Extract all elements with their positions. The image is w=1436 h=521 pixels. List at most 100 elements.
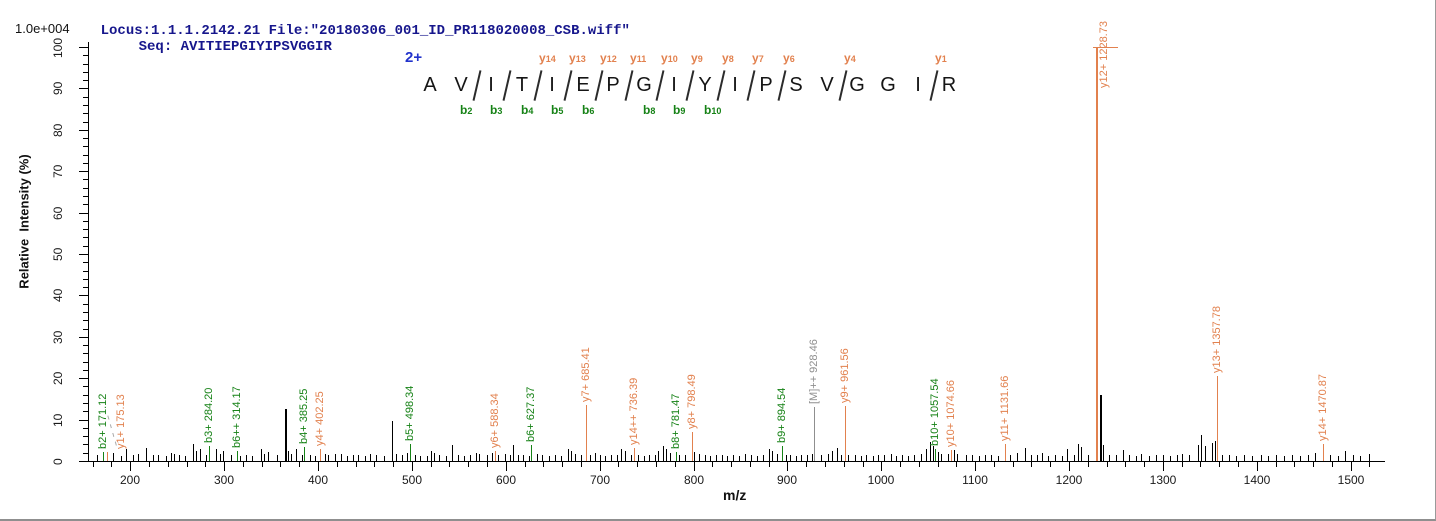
noise-peak	[452, 445, 453, 461]
noise-peak	[1198, 445, 1199, 461]
noise-peak	[365, 456, 366, 461]
x-minor-tick	[374, 462, 375, 467]
fragment-peak	[1096, 47, 1098, 461]
noise-peak	[220, 454, 221, 461]
noise-peak	[376, 455, 377, 461]
x-tick-label: 400	[307, 473, 329, 487]
x-major-tick	[224, 462, 225, 471]
noise-peak	[1353, 455, 1354, 461]
noise-peak	[763, 455, 764, 461]
noise-peak	[1212, 443, 1213, 461]
noise-peak	[325, 454, 326, 461]
x-minor-tick	[1200, 462, 1201, 467]
y-minor-tick	[83, 312, 88, 313]
noise-peak	[1338, 456, 1339, 461]
noise-peak	[252, 456, 253, 461]
noise-peak	[933, 446, 934, 461]
noise-peak	[549, 456, 550, 461]
noise-peak	[663, 446, 664, 461]
x-major-tick	[694, 462, 695, 471]
y-ion-label: y1	[935, 51, 947, 65]
y-minor-tick	[83, 411, 88, 412]
sequence-header-text: Seq: AVITIEPGIYIPSVGGIR	[138, 39, 332, 55]
fragment-peak	[107, 452, 108, 461]
peak-label: b9+ 894.54	[776, 387, 788, 443]
noise-peak	[200, 449, 201, 461]
x-minor-tick	[1294, 462, 1295, 467]
y-ion-label: y6	[783, 51, 795, 65]
fragment-peak	[237, 451, 238, 461]
noise-peak	[1163, 455, 1164, 461]
noise-peak	[812, 454, 813, 461]
noise-peak	[821, 455, 822, 461]
noise-peak	[370, 454, 371, 461]
fragment-peak	[320, 449, 321, 461]
x-tick-label: 1000	[867, 473, 895, 487]
locus-file-text: Locus:1.1.1.2142.21 File:"20180306_001_I…	[100, 23, 630, 39]
b-ion-label: b2	[460, 103, 473, 117]
peak-label: b2+ 171.12	[97, 393, 109, 449]
x-minor-tick	[205, 462, 206, 467]
noise-peak	[328, 455, 329, 461]
noise-peak	[1055, 455, 1056, 461]
residue-letter: P	[759, 74, 773, 96]
noise-peak	[1037, 455, 1038, 461]
x-minor-tick	[299, 462, 300, 467]
noise-peak	[121, 456, 122, 461]
noise-peak	[1292, 455, 1293, 461]
residue-letter: I	[488, 74, 494, 96]
x-minor-tick	[149, 462, 150, 467]
noise-peak	[458, 455, 459, 461]
noise-peak	[415, 455, 416, 461]
noise-peak	[590, 455, 591, 461]
y-ion-label: y7	[752, 51, 764, 65]
noise-peak	[991, 455, 992, 461]
x-major-tick	[1257, 462, 1258, 471]
residue-letter: I	[671, 74, 677, 96]
x-minor-tick	[337, 462, 338, 467]
noise-peak	[126, 449, 127, 461]
header-line: Locus:1.1.1.2142.21 File:"20180306_001_I…	[67, 7, 630, 71]
y-major-tick	[79, 295, 88, 296]
x-minor-tick	[1276, 462, 1277, 467]
peak-label: y10+ 1074.66	[945, 380, 957, 447]
noise-peak	[926, 449, 927, 461]
x-tick-label: 1300	[1149, 473, 1177, 487]
noise-peak	[1123, 450, 1124, 461]
noise-peak	[716, 455, 717, 461]
noise-peak	[1369, 454, 1370, 461]
y-minor-tick	[83, 113, 88, 114]
noise-peak	[891, 454, 892, 461]
noise-peak	[1156, 455, 1157, 461]
x-major-tick	[506, 462, 507, 471]
noise-peak	[866, 455, 867, 461]
noise-peak	[277, 455, 278, 461]
noise-peak	[396, 454, 397, 461]
noise-peak	[772, 451, 773, 461]
noise-peak	[439, 455, 440, 461]
noise-peak	[873, 456, 874, 461]
noise-peak	[1201, 435, 1202, 461]
x-minor-tick	[468, 462, 469, 467]
x-minor-tick	[393, 462, 394, 467]
residue-letter: V	[454, 74, 468, 96]
noise-peak	[710, 456, 711, 461]
y-tick-label: 90	[51, 81, 65, 95]
noise-peak	[518, 455, 519, 461]
noise-peak	[353, 455, 354, 461]
fragment-peak	[814, 407, 815, 461]
x-minor-tick	[1107, 462, 1108, 467]
noise-peak	[1081, 447, 1082, 461]
intensity-scale-note: 1.0e+004	[15, 21, 70, 36]
noise-peak	[392, 421, 393, 461]
noise-peak	[1010, 455, 1011, 461]
y-minor-tick	[83, 138, 88, 139]
x-minor-tick	[449, 462, 450, 467]
x-minor-tick	[637, 462, 638, 467]
x-minor-tick	[956, 462, 957, 467]
x-minor-tick	[487, 462, 488, 467]
x-major-tick	[975, 462, 976, 471]
noise-peak	[171, 453, 172, 461]
residue-letter: T	[515, 74, 529, 96]
x-minor-tick	[1125, 462, 1126, 467]
